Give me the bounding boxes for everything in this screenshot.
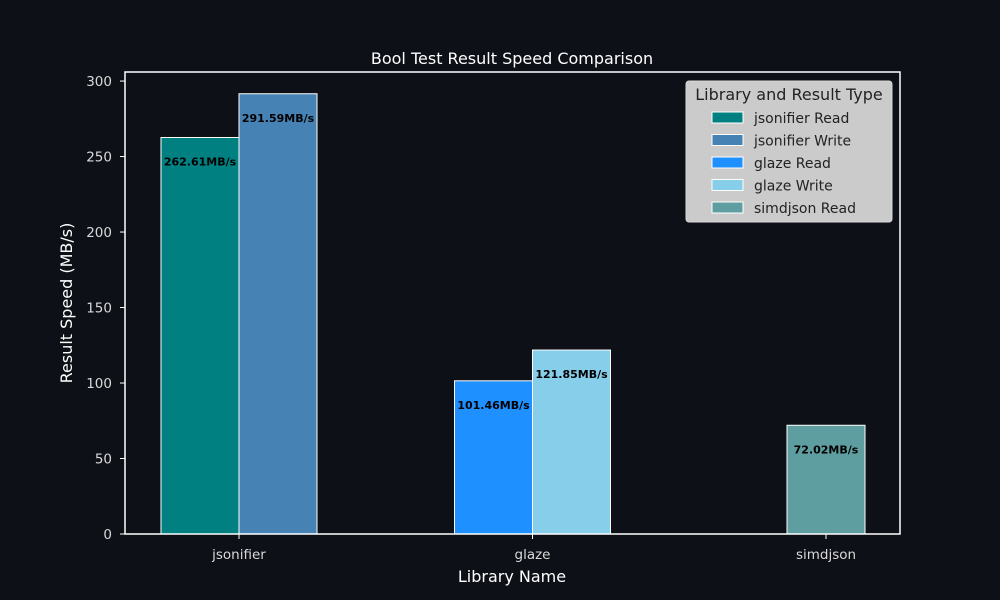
y-tick-label: 0 [103, 527, 112, 543]
bar-data-label: 121.85MB/s [535, 368, 608, 381]
x-tick-label: glaze [515, 547, 551, 563]
y-tick-label: 250 [86, 150, 112, 166]
bar [238, 93, 318, 535]
y-axis-title: Result Speed (MB/s) [57, 223, 76, 384]
legend-label: glaze Write [754, 179, 833, 195]
x-axis-title: Library Name [458, 567, 566, 586]
bar-data-label: 101.46MB/s [457, 399, 530, 412]
y-tick-label: 200 [86, 225, 112, 241]
y-tick-label: 100 [86, 376, 112, 392]
legend-label: jsonifier Read [753, 111, 849, 127]
chart-title: Bool Test Result Speed Comparison [371, 49, 653, 68]
plot-frame [124, 71, 901, 535]
bar [160, 137, 240, 535]
legend-label: glaze Read [754, 156, 831, 172]
x-tick-label: jsonifier [211, 547, 266, 563]
legend-title: Library and Result Type [695, 85, 883, 104]
legend-swatch [711, 201, 744, 214]
bar [786, 424, 866, 535]
bar [454, 380, 533, 535]
x-tick-label: simdjson [796, 547, 856, 563]
bar [532, 349, 611, 535]
legend-swatch [711, 156, 744, 169]
legend-swatch [711, 179, 744, 191]
legend: Library and Result Type jsonifier Read jso… [685, 80, 893, 223]
legend-swatch [711, 111, 744, 124]
bar-data-label: 72.02MB/s [794, 443, 859, 456]
y-tick-label: 300 [86, 74, 112, 90]
legend-label: jsonifier Write [753, 134, 851, 150]
bar-data-label: 262.61MB/s [164, 156, 237, 169]
y-tick-label: 50 [95, 452, 112, 468]
bar-data-label: 291.59MB/s [242, 112, 315, 125]
legend-swatch [711, 134, 744, 146]
y-tick-label: 150 [86, 301, 112, 317]
legend-label: simdjson Read [754, 201, 856, 217]
